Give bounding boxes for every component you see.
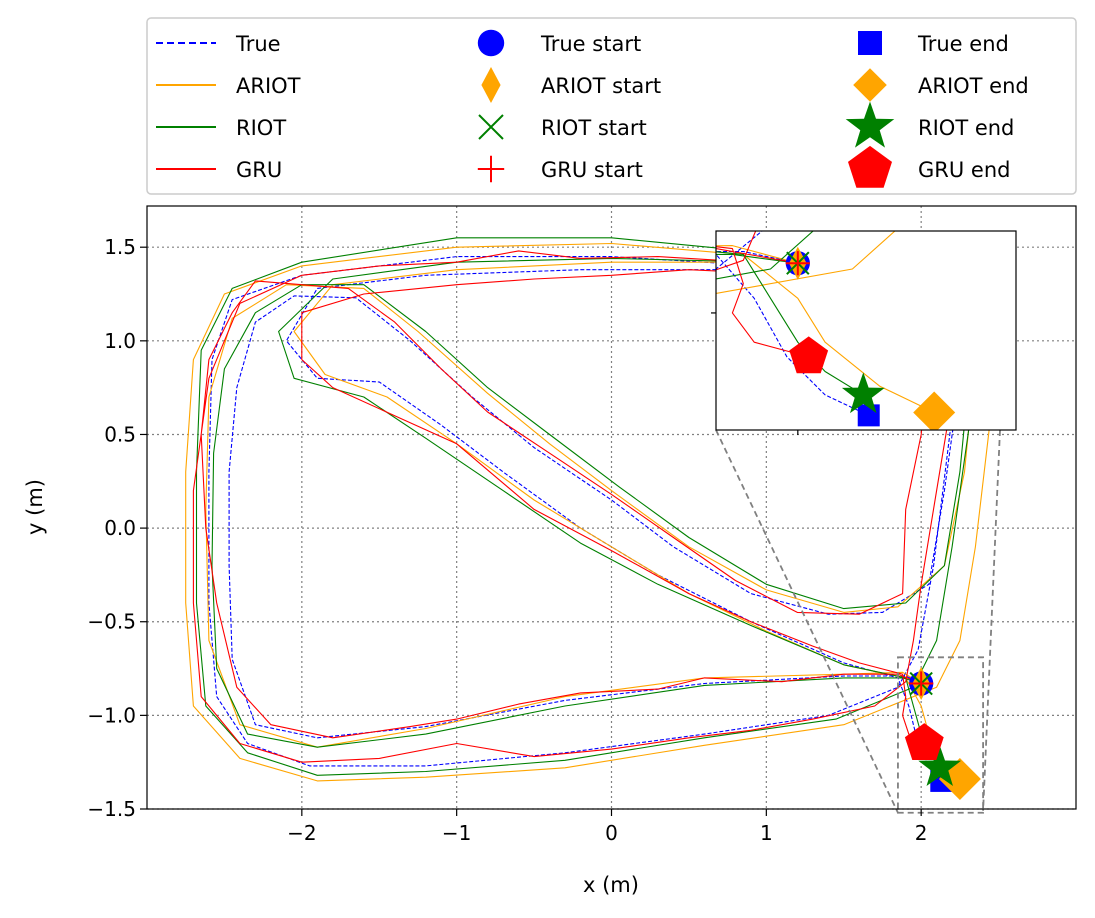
zoom-indicator (715, 429, 1001, 814)
x-tick-label: 2 (915, 821, 928, 845)
legend-label: GRU start (541, 158, 643, 182)
y-tick-label: 1.5 (104, 235, 136, 259)
inset-markers (785, 246, 956, 430)
legend-swatch (858, 31, 882, 55)
y-tick-label: −0.5 (87, 610, 136, 634)
legend-label: RIOT end (918, 116, 1014, 140)
legend-item-ariot: ARIOT (156, 74, 301, 98)
legend-frame (146, 17, 1077, 195)
y-tick-label: −1.0 (87, 703, 136, 727)
legend-label: True end (917, 32, 1009, 56)
legend-item-true-start: True start (477, 29, 641, 57)
legend-swatch (845, 101, 895, 148)
legend-item-true-end: True end (858, 31, 1009, 56)
legend-swatch (477, 29, 505, 57)
legend-label: ARIOT (236, 74, 301, 98)
y-ticks: −1.5 −1.0 −0.5 0.0 0.5 1.0 1.5 (87, 235, 147, 821)
legend-label: True (235, 32, 281, 56)
trajectory-series (185, 237, 992, 782)
y-tick-label: −1.5 (87, 797, 136, 821)
legend-label: GRU end (918, 158, 1010, 182)
inset-marker-gru-end (789, 336, 829, 374)
inset-marker-ariot-end (913, 391, 956, 430)
series-riot (195, 237, 972, 776)
marker-riot-end (918, 745, 962, 786)
legend-swatch (848, 145, 892, 188)
inset-frame (715, 230, 1017, 431)
x-ticks: −2 −1 0 1 2 (287, 809, 928, 845)
legend-label: ARIOT end (918, 74, 1029, 98)
x-tick-label: −1 (442, 821, 471, 845)
inset-axes (711, 230, 1017, 435)
zoom-connector-right (982, 429, 1001, 811)
legend-label: GRU (236, 158, 282, 182)
legend-label: RIOT (236, 116, 286, 140)
legend-item-gru: GRU (156, 158, 282, 182)
legend-item-riot: RIOT (156, 116, 286, 140)
series-true (208, 256, 961, 782)
legend-item-riot-start: RIOT start (478, 114, 647, 140)
legend-item-riot-end: RIOT end (845, 101, 1014, 148)
legend-label: True start (540, 32, 641, 56)
y-tick-label: 0.5 (104, 422, 136, 446)
start-end-markers (904, 667, 981, 801)
marker-gru-start (909, 671, 934, 696)
x-tick-label: −2 (287, 821, 316, 845)
x-tick-label: 1 (760, 821, 773, 845)
legend: True ARIOT RIOT GRU True start ARIOT start RIO… (146, 17, 1077, 195)
x-tick-label: 0 (605, 821, 618, 845)
legend-item-gru-end: GRU end (848, 145, 1010, 188)
legend-swatch (481, 67, 501, 103)
zoom-connector-left (715, 429, 899, 814)
main-axes: −2 −1 0 1 2 −1.5 −1.0 −0.5 0.0 0.5 1.0 1.5 x (m) y… (23, 205, 1077, 897)
legend-item-ariot-end: ARIOT end (853, 68, 1029, 102)
legend-swatch (477, 155, 505, 183)
legend-swatch (853, 68, 887, 102)
inset-marker-gru-start (785, 251, 810, 276)
legend-label: ARIOT start (541, 74, 661, 98)
inset-ticks (711, 312, 799, 435)
series-gru (192, 250, 961, 763)
legend-swatch (478, 114, 504, 140)
marker-gru-end (904, 723, 944, 760)
legend-item-ariot-start: ARIOT start (481, 67, 661, 103)
legend-item-true: True (156, 32, 281, 56)
legend-label: RIOT start (541, 116, 647, 140)
legend-item-gru-start: GRU start (477, 155, 643, 183)
y-axis-label: y (m) (23, 479, 47, 535)
inset-marker-riot-end (841, 372, 885, 414)
zoom-box (897, 656, 984, 814)
x-axis-label: x (m) (583, 873, 639, 897)
y-tick-label: 1.0 (104, 329, 136, 353)
y-tick-label: 0.0 (104, 516, 136, 540)
